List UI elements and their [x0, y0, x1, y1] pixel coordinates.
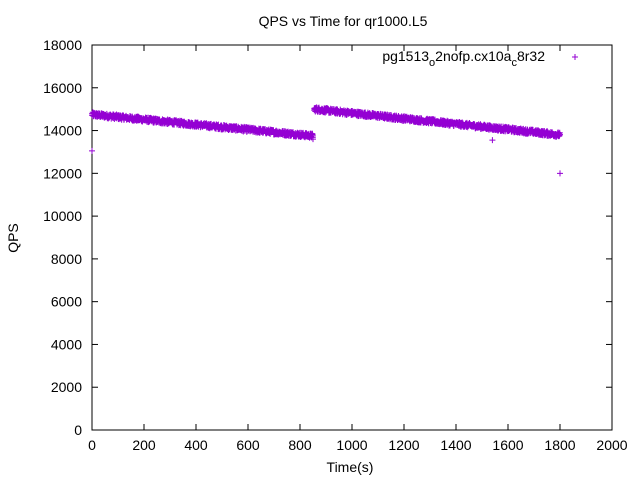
chart-title: QPS vs Time for qr1000.L5: [259, 13, 428, 29]
x-tick-label: 600: [236, 437, 260, 453]
y-tick-label: 16000: [43, 80, 82, 96]
x-tick-label: 1200: [388, 437, 419, 453]
x-axis-label: Time(s): [327, 459, 374, 475]
data-point: [557, 131, 563, 138]
y-tick-label: 10000: [43, 208, 82, 224]
legend-label-part: pg1513: [382, 48, 429, 64]
y-tick-label: 2000: [51, 379, 82, 395]
legend-label-subscript: c: [511, 57, 517, 69]
data-point: [311, 107, 318, 114]
data-point: [89, 147, 95, 154]
x-tick-label: 1000: [336, 437, 367, 453]
y-tick-label: 4000: [51, 336, 82, 352]
axes: 0 200 400 600 800 1000 1200 1400 1600 1800 2000 0 20…: [43, 37, 628, 453]
plot-frame: [91, 44, 613, 431]
x-tick-label: 0: [88, 437, 96, 453]
legend-marker-symbol: [572, 54, 578, 60]
y-axis-label: QPS: [5, 223, 21, 253]
x-tick-label: 800: [288, 437, 312, 453]
x-tick-label: 1400: [440, 437, 471, 453]
legend-label-part: 2nofp.cx10a: [435, 48, 511, 64]
y-tick-label: 18000: [43, 37, 82, 53]
data-point: [557, 170, 563, 177]
legend-label: pg1513o2nofp.cx10ac8r32: [382, 48, 545, 69]
x-tick-label: 2000: [596, 437, 627, 453]
legend-marker: [572, 54, 578, 60]
legend-label-part: 8r32: [517, 48, 545, 64]
legend: pg1513o2nofp.cx10ac8r32: [382, 48, 578, 69]
data-point: [489, 137, 496, 144]
x-tick-label: 400: [184, 437, 208, 453]
x-tick-label: 1800: [544, 437, 575, 453]
x-tick-label: 200: [132, 437, 156, 453]
data-point: [310, 136, 316, 143]
x-tick-label: 1600: [492, 437, 523, 453]
legend-label-subscript: o: [429, 57, 435, 69]
y-tick-label: 12000: [43, 165, 82, 181]
y-tick-label: 8000: [51, 251, 82, 267]
y-tick-label: 6000: [51, 294, 82, 310]
y-tick-label: 0: [74, 422, 82, 438]
y-tick-label: 14000: [43, 123, 82, 139]
data-points: [89, 104, 563, 177]
